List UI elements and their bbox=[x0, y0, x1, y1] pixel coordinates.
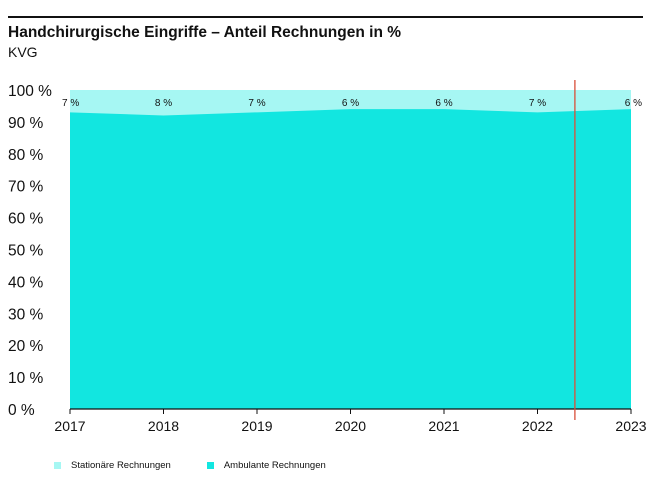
y-tick-label: 60 % bbox=[8, 211, 44, 228]
x-tick-label: 2023 bbox=[615, 418, 646, 434]
area-ambulant bbox=[70, 109, 631, 409]
legend: Stationäre Rechnungen Ambulante Rechnung… bbox=[54, 460, 326, 471]
y-tick-label: 50 % bbox=[8, 243, 44, 260]
x-tick-label: 2022 bbox=[522, 418, 553, 434]
top-rule bbox=[8, 16, 643, 18]
y-tick-label: 80 % bbox=[8, 147, 44, 164]
x-tick-label: 2018 bbox=[148, 418, 179, 434]
legend-swatch-stationaer bbox=[54, 462, 61, 469]
data-label: 7 % bbox=[248, 98, 265, 109]
legend-item-ambulant: Ambulante Rechnungen bbox=[206, 460, 326, 471]
y-tick-label: 40 % bbox=[8, 274, 44, 291]
legend-item-stationaer: Stationäre Rechnungen bbox=[54, 460, 171, 471]
data-label: 8 % bbox=[155, 98, 172, 109]
chart-subtitle: KVG bbox=[8, 44, 38, 60]
y-tick-label: 20 % bbox=[8, 338, 44, 355]
y-tick-label: 30 % bbox=[8, 306, 44, 323]
x-tick-label: 2020 bbox=[335, 418, 366, 434]
y-tick-label: 0 % bbox=[8, 402, 35, 419]
data-label: 7 % bbox=[529, 98, 546, 109]
x-tick-label: 2021 bbox=[428, 418, 459, 434]
y-tick-label: 90 % bbox=[8, 115, 44, 132]
legend-label-stationaer: Stationäre Rechnungen bbox=[71, 460, 171, 471]
legend-label-ambulant: Ambulante Rechnungen bbox=[223, 460, 326, 471]
y-tick-label: 70 % bbox=[8, 179, 44, 196]
y-tick-label: 100 % bbox=[8, 83, 52, 100]
data-label: 6 % bbox=[342, 98, 359, 109]
x-tick-label: 2017 bbox=[54, 418, 85, 434]
y-tick-label: 10 % bbox=[8, 370, 44, 387]
data-label: 7 % bbox=[62, 98, 79, 109]
data-label: 6 % bbox=[435, 98, 452, 109]
legend-swatch-ambulant bbox=[206, 462, 214, 469]
x-tick-label: 2019 bbox=[241, 418, 272, 434]
data-label: 6 % bbox=[625, 98, 642, 109]
chart-title: Handchirurgische Eingriffe – Anteil Rech… bbox=[8, 24, 402, 41]
